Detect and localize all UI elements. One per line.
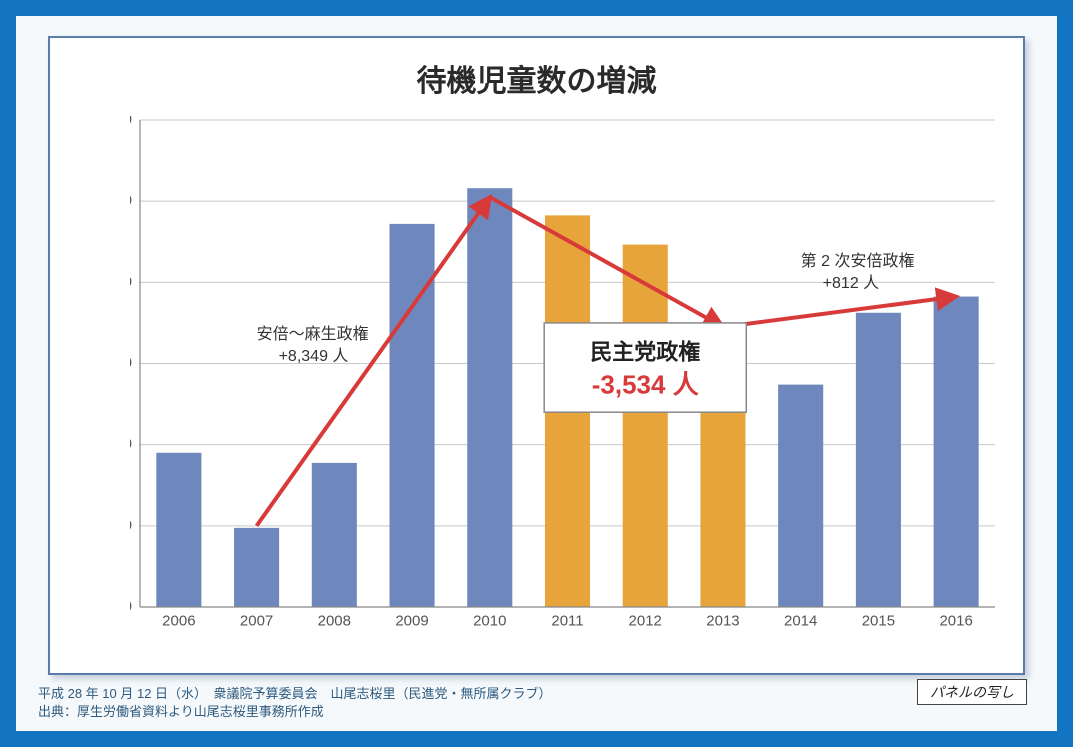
bar: [934, 297, 979, 607]
bar: [312, 463, 357, 607]
bar: [856, 313, 901, 607]
callout-title: 民主党政権: [590, 340, 700, 365]
trend-arrow: [723, 297, 956, 327]
x-tick-label: 2014: [784, 612, 817, 629]
outer-frame: 待機児童数の増減 16,000 18,000 20,000 22,000 24,000 2…: [0, 0, 1073, 747]
x-tick-label: 2010: [473, 612, 506, 629]
x-tick-label: 2015: [862, 612, 895, 629]
callout-value: -3,534 人: [592, 370, 699, 400]
x-tick-label: 2008: [318, 612, 351, 629]
corner-badge: パネルの写し: [917, 679, 1027, 705]
x-tick-label: 2006: [162, 612, 195, 629]
annotation-right-line2: +812 人: [823, 274, 880, 292]
bar: [467, 188, 512, 607]
bar: [623, 245, 668, 607]
footer-line-2: 出典：厚生労働省資料より山尾志桜里事務所作成: [38, 703, 552, 721]
bar: [234, 528, 279, 607]
bar: [778, 385, 823, 607]
y-tick-label: 22,000: [130, 354, 132, 371]
annotation-left-line2: +8,349 人: [279, 347, 349, 365]
annotation-right-line1: 第 2 次安倍政権: [801, 252, 915, 270]
x-tick-label: 2007: [240, 612, 273, 629]
annotation-left-line1: 安倍～麻生政権: [257, 325, 369, 343]
bar: [156, 453, 201, 607]
y-tick-label: 28,000: [130, 116, 132, 128]
trend-arrow: [490, 197, 723, 327]
x-tick-label: 2013: [706, 612, 739, 629]
y-tick-label: 26,000: [130, 192, 132, 209]
footer: 平成 28 年 10 月 12 日（水） 衆議院予算委員会 山尾志桜里（民進党・…: [38, 685, 552, 721]
x-tick-label: 2016: [939, 612, 972, 629]
y-tick-label: 16,000: [130, 598, 132, 615]
y-tick-label: 20,000: [130, 436, 132, 453]
x-tick-label: 2009: [395, 612, 428, 629]
y-tick-label: 18,000: [130, 517, 132, 534]
bar-chart: 16,000 18,000 20,000 22,000 24,000 26,000 28,0…: [130, 116, 999, 633]
x-tick-label: 2011: [551, 612, 583, 629]
y-tick-label: 24,000: [130, 273, 132, 290]
plot-area: 16,000 18,000 20,000 22,000 24,000 26,000 28,0…: [130, 116, 999, 633]
chart-panel: 待機児童数の増減 16,000 18,000 20,000 22,000 24,000 2…: [48, 36, 1025, 675]
chart-title: 待機児童数の増減: [50, 56, 1023, 100]
x-tick-label: 2012: [629, 612, 662, 629]
footer-line-1: 平成 28 年 10 月 12 日（水） 衆議院予算委員会 山尾志桜里（民進党・…: [38, 685, 552, 703]
